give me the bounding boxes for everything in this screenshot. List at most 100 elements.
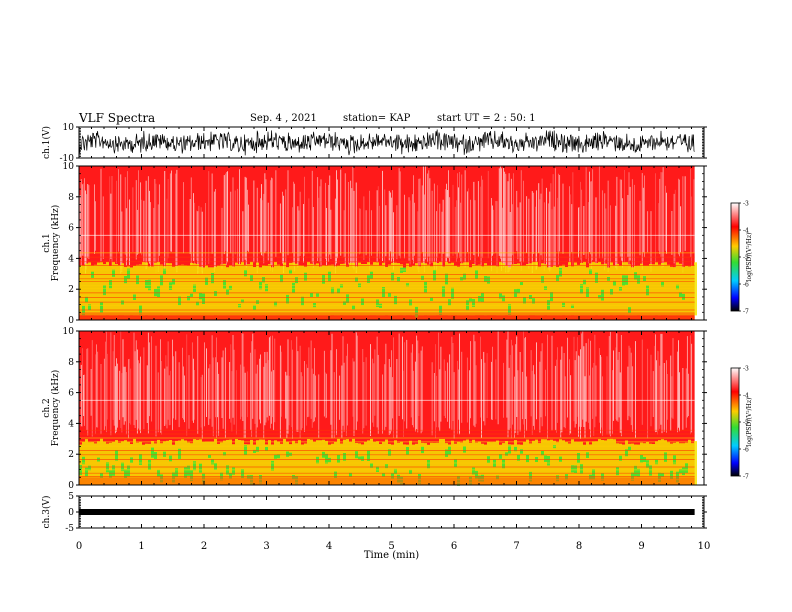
band-yellow: [673, 267, 676, 316]
band-green: [277, 454, 280, 459]
band-green: [121, 300, 124, 305]
band-green: [517, 454, 520, 461]
band-green: [415, 306, 418, 318]
band-green: [463, 446, 466, 453]
band-yellow: [280, 443, 283, 485]
colorbar-tick-label: -6: [743, 447, 749, 454]
band-yellow: [352, 438, 355, 485]
band-yellow: [187, 442, 190, 485]
y-tick-label: 0: [68, 508, 74, 518]
band-yellow: [196, 439, 199, 485]
band-yellow: [160, 443, 163, 485]
y-axis-label: Frequency (kHz): [50, 205, 61, 282]
band-yellow: [412, 265, 415, 316]
band-green: [82, 305, 85, 316]
band-green: [583, 279, 586, 285]
band-yellow: [463, 262, 466, 316]
band-yellow: [109, 265, 112, 316]
band-yellow: [244, 444, 247, 485]
band-yellow: [361, 444, 364, 485]
band-green: [595, 272, 598, 283]
band-yellow: [79, 444, 82, 485]
band-yellow: [118, 442, 121, 485]
band-green: [358, 456, 361, 460]
band-green: [520, 282, 523, 286]
band-green: [580, 464, 583, 474]
band-yellow: [391, 262, 394, 316]
band-green: [532, 298, 535, 304]
band-green: [469, 298, 472, 302]
band-green: [661, 281, 664, 287]
band-green: [214, 291, 217, 296]
band-green: [613, 280, 616, 286]
band-yellow: [277, 264, 280, 316]
band-yellow: [340, 263, 343, 316]
band-yellow: [271, 267, 274, 316]
band-yellow: [607, 267, 610, 316]
band-yellow: [658, 264, 661, 316]
band-green: [352, 305, 355, 310]
band-yellow: [544, 439, 547, 485]
band-yellow: [460, 263, 463, 316]
band-yellow: [151, 266, 154, 316]
y-tick-label: 8: [68, 358, 74, 368]
band-yellow: [649, 443, 652, 485]
band-yellow: [130, 444, 133, 485]
band-yellow: [634, 265, 637, 316]
band-green: [130, 457, 133, 463]
band-yellow: [349, 441, 352, 485]
band-green: [601, 289, 604, 301]
band-yellow: [670, 266, 673, 316]
band-yellow: [238, 440, 241, 485]
band-yellow: [295, 263, 298, 316]
band-yellow: [373, 262, 376, 316]
band-yellow: [115, 264, 118, 316]
band-green: [187, 296, 190, 301]
band-green: [637, 468, 640, 477]
band-yellow: [505, 265, 508, 316]
band-green: [322, 274, 325, 284]
band-yellow: [691, 443, 694, 485]
band-yellow: [454, 265, 457, 316]
band-yellow: [691, 265, 694, 316]
band-yellow: [514, 440, 517, 485]
band-yellow: [100, 438, 103, 485]
band-yellow: [223, 263, 226, 316]
band-yellow: [409, 266, 412, 316]
band-yellow: [652, 264, 655, 316]
band-yellow: [295, 443, 298, 485]
x-tick-label: 4: [326, 541, 332, 552]
x-axis-label: Time (min): [364, 550, 419, 561]
band-yellow: [658, 440, 661, 485]
colorbar-tick-label: -7: [743, 474, 749, 481]
band-green: [244, 270, 247, 277]
band-green: [169, 455, 172, 462]
band-green: [175, 468, 178, 477]
band-yellow: [667, 442, 670, 485]
band-yellow: [688, 439, 691, 485]
band-yellow: [397, 263, 400, 316]
band-green: [229, 285, 232, 290]
band-green: [370, 463, 373, 468]
band-green: [427, 460, 430, 469]
band-yellow: [487, 265, 490, 316]
band-yellow: [547, 267, 550, 316]
y-tick-label: 6: [68, 389, 74, 399]
band-yellow: [85, 263, 88, 316]
band-yellow: [613, 439, 616, 485]
band-yellow: [376, 262, 379, 316]
band-yellow: [253, 444, 256, 485]
band-yellow: [616, 443, 619, 485]
band-yellow: [682, 266, 685, 316]
band-yellow: [529, 263, 532, 316]
band-yellow: [160, 264, 163, 316]
band-yellow: [316, 263, 319, 316]
band-yellow: [220, 442, 223, 485]
band-yellow: [109, 442, 112, 485]
band-yellow: [436, 442, 439, 485]
band-yellow: [385, 439, 388, 485]
band-yellow: [649, 264, 652, 316]
band-yellow: [334, 266, 337, 316]
band-yellow: [424, 443, 427, 485]
band-green: [328, 271, 331, 282]
